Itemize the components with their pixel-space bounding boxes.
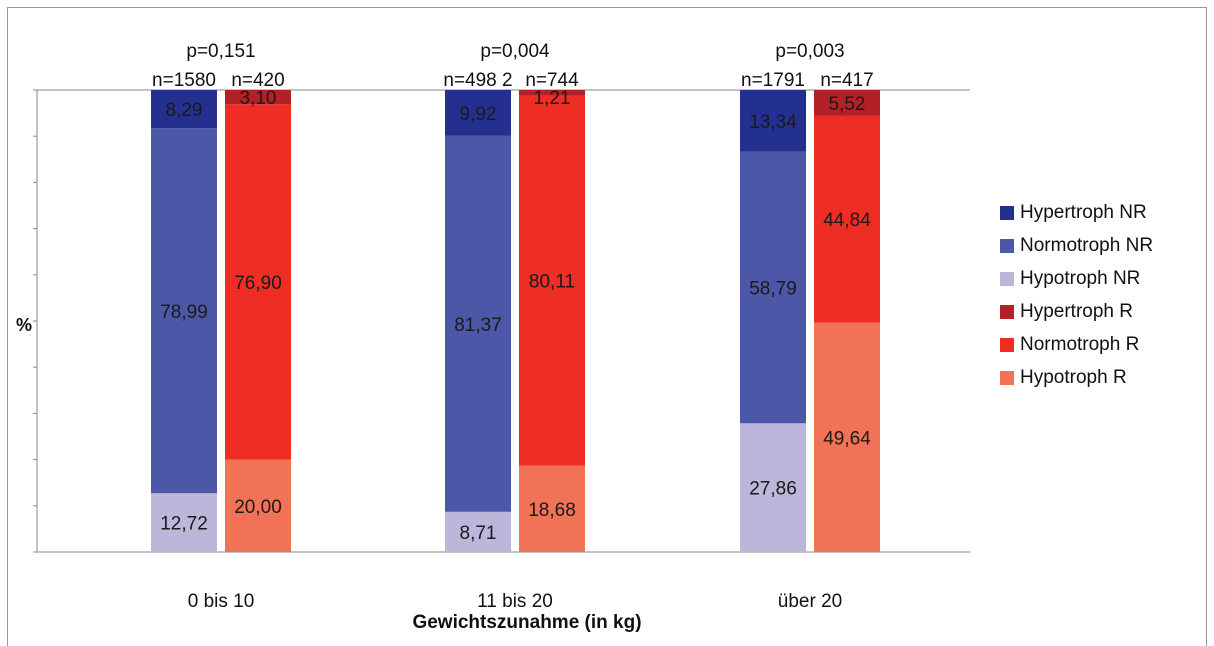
legend-swatch — [1000, 304, 1014, 319]
data-label: 27,86 — [749, 479, 797, 500]
n-label: n=1580 — [152, 70, 216, 91]
n-label: n=1791 — [741, 70, 805, 91]
legend-swatch — [1000, 205, 1014, 220]
legend-swatch — [1000, 271, 1014, 286]
data-label: 1,21 — [534, 88, 571, 109]
bar-segment — [740, 423, 806, 552]
data-label: 3,10 — [240, 88, 277, 109]
n-label: n=498 2 — [443, 70, 512, 91]
p-value-label: p=0,151 — [186, 41, 255, 62]
legend-label: Hypertroph R — [1020, 300, 1133, 322]
legend-label: Hypotroph R — [1020, 366, 1127, 388]
data-label: 78,99 — [160, 302, 208, 323]
bar-segment — [225, 104, 291, 460]
data-label: 81,37 — [454, 315, 502, 336]
legend-label: Normotroph NR — [1020, 234, 1154, 256]
bar-segment — [814, 322, 880, 552]
legend-swatch — [1000, 238, 1014, 253]
x-tick-label: über 20 — [778, 591, 842, 612]
n-label: n=417 — [820, 70, 873, 91]
data-label: 49,64 — [823, 428, 871, 449]
data-label: 18,68 — [528, 500, 576, 521]
legend-item: Hypotroph R — [1000, 361, 1153, 394]
bar-segment — [151, 128, 217, 494]
data-label: 5,52 — [829, 94, 866, 115]
data-label: 44,84 — [823, 210, 871, 231]
legend-item: Normotroph R — [1000, 328, 1153, 361]
data-label: 8,29 — [166, 100, 203, 121]
data-label: 20,00 — [234, 497, 282, 518]
legend-item: Normotroph NR — [1000, 229, 1153, 262]
n-label: n=744 — [525, 70, 579, 91]
data-label: 13,34 — [749, 112, 797, 133]
bar-segment — [814, 115, 880, 323]
p-value-label: p=0,003 — [775, 41, 844, 62]
data-label: 12,72 — [160, 514, 208, 535]
legend-label: Hypertroph NR — [1020, 201, 1147, 223]
bar-segment — [740, 90, 806, 152]
legend-item: Hypertroph NR — [1000, 196, 1153, 229]
y-axis-label: % — [16, 315, 32, 335]
data-label: 58,79 — [749, 278, 797, 299]
bar-segment — [814, 90, 880, 116]
data-label: 9,92 — [460, 104, 497, 125]
chart-frame — [7, 7, 1207, 646]
chart-legend: Hypertroph NR Normotroph NR Hypotroph NR… — [1000, 196, 1153, 394]
bar-segment — [519, 465, 585, 552]
bar-segment — [445, 135, 511, 512]
legend-label: Normotroph R — [1020, 333, 1140, 355]
legend-swatch — [1000, 337, 1014, 352]
bar-segment — [151, 493, 217, 552]
bar-segment — [151, 90, 217, 129]
bar-segment — [225, 459, 291, 552]
x-tick-label: 0 bis 10 — [188, 591, 255, 612]
bar-segment — [740, 151, 806, 424]
bar-segment — [225, 90, 291, 105]
legend-swatch — [1000, 370, 1014, 385]
bar-segment — [445, 511, 511, 552]
bar-segment — [519, 90, 585, 96]
legend-item: Hypotroph NR — [1000, 262, 1153, 295]
data-label: 76,90 — [234, 273, 282, 294]
p-value-label: p=0,004 — [480, 41, 550, 62]
legend-label: Hypotroph NR — [1020, 267, 1141, 289]
x-tick-label: 11 bis 20 — [477, 591, 553, 612]
data-label: 80,11 — [529, 272, 575, 293]
legend-item: Hypertroph R — [1000, 295, 1153, 328]
n-label: n=420 — [231, 70, 284, 91]
bar-segment — [445, 90, 511, 136]
bar-segment — [519, 95, 585, 466]
x-axis-label: Gewichtszunahme (in kg) — [412, 612, 641, 633]
data-label: 8,71 — [460, 523, 497, 544]
